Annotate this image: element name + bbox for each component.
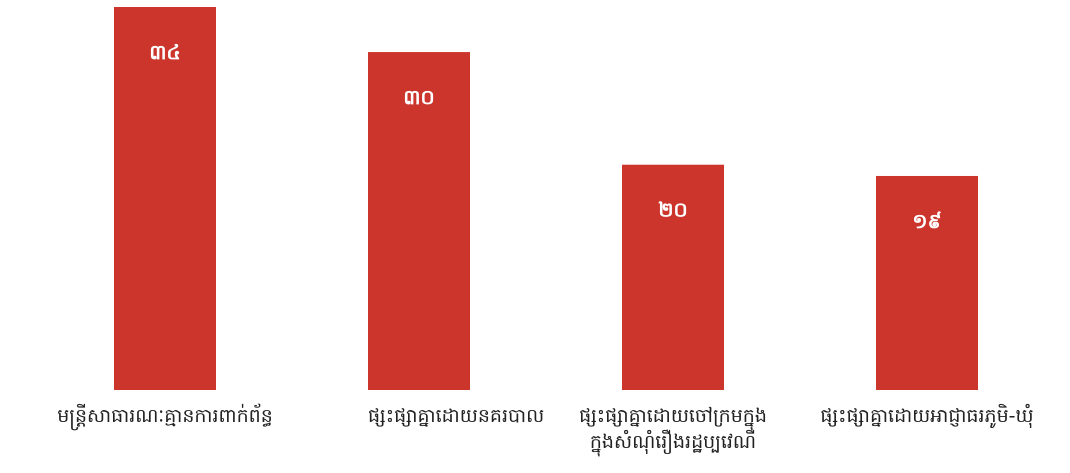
category-label-2-line-1: ក្នុងសំណុំរឿងរដ្ឋប្បវេណី xyxy=(590,429,756,457)
category-label-1: ផ្សះផ្សាគ្នាដោយនគរបាល xyxy=(368,405,544,427)
bar-value-label-0: ៣៤ xyxy=(149,40,180,64)
bar-0 xyxy=(114,7,216,390)
bar-1 xyxy=(368,52,470,390)
category-label-2-line-0: ផ្សះផ្សាគ្នាដោយចៅក្រមក្នុង xyxy=(579,405,767,431)
category-label-0: មន្ត្រីសាធារណៈគ្មានការពាក់ព័ន្ធ xyxy=(57,403,273,431)
bar-2 xyxy=(622,164,724,390)
bar-value-label-3: ១៩ xyxy=(912,209,941,233)
category-label-3: ផ្សះផ្សាគ្នាដោយអាជ្ញាធរភូមិ-ឃុំ xyxy=(820,403,1033,429)
bar-value-label-1: ៣០ xyxy=(403,85,434,109)
bar-3 xyxy=(876,175,978,390)
bar-value-label-2: ២០ xyxy=(658,198,687,222)
